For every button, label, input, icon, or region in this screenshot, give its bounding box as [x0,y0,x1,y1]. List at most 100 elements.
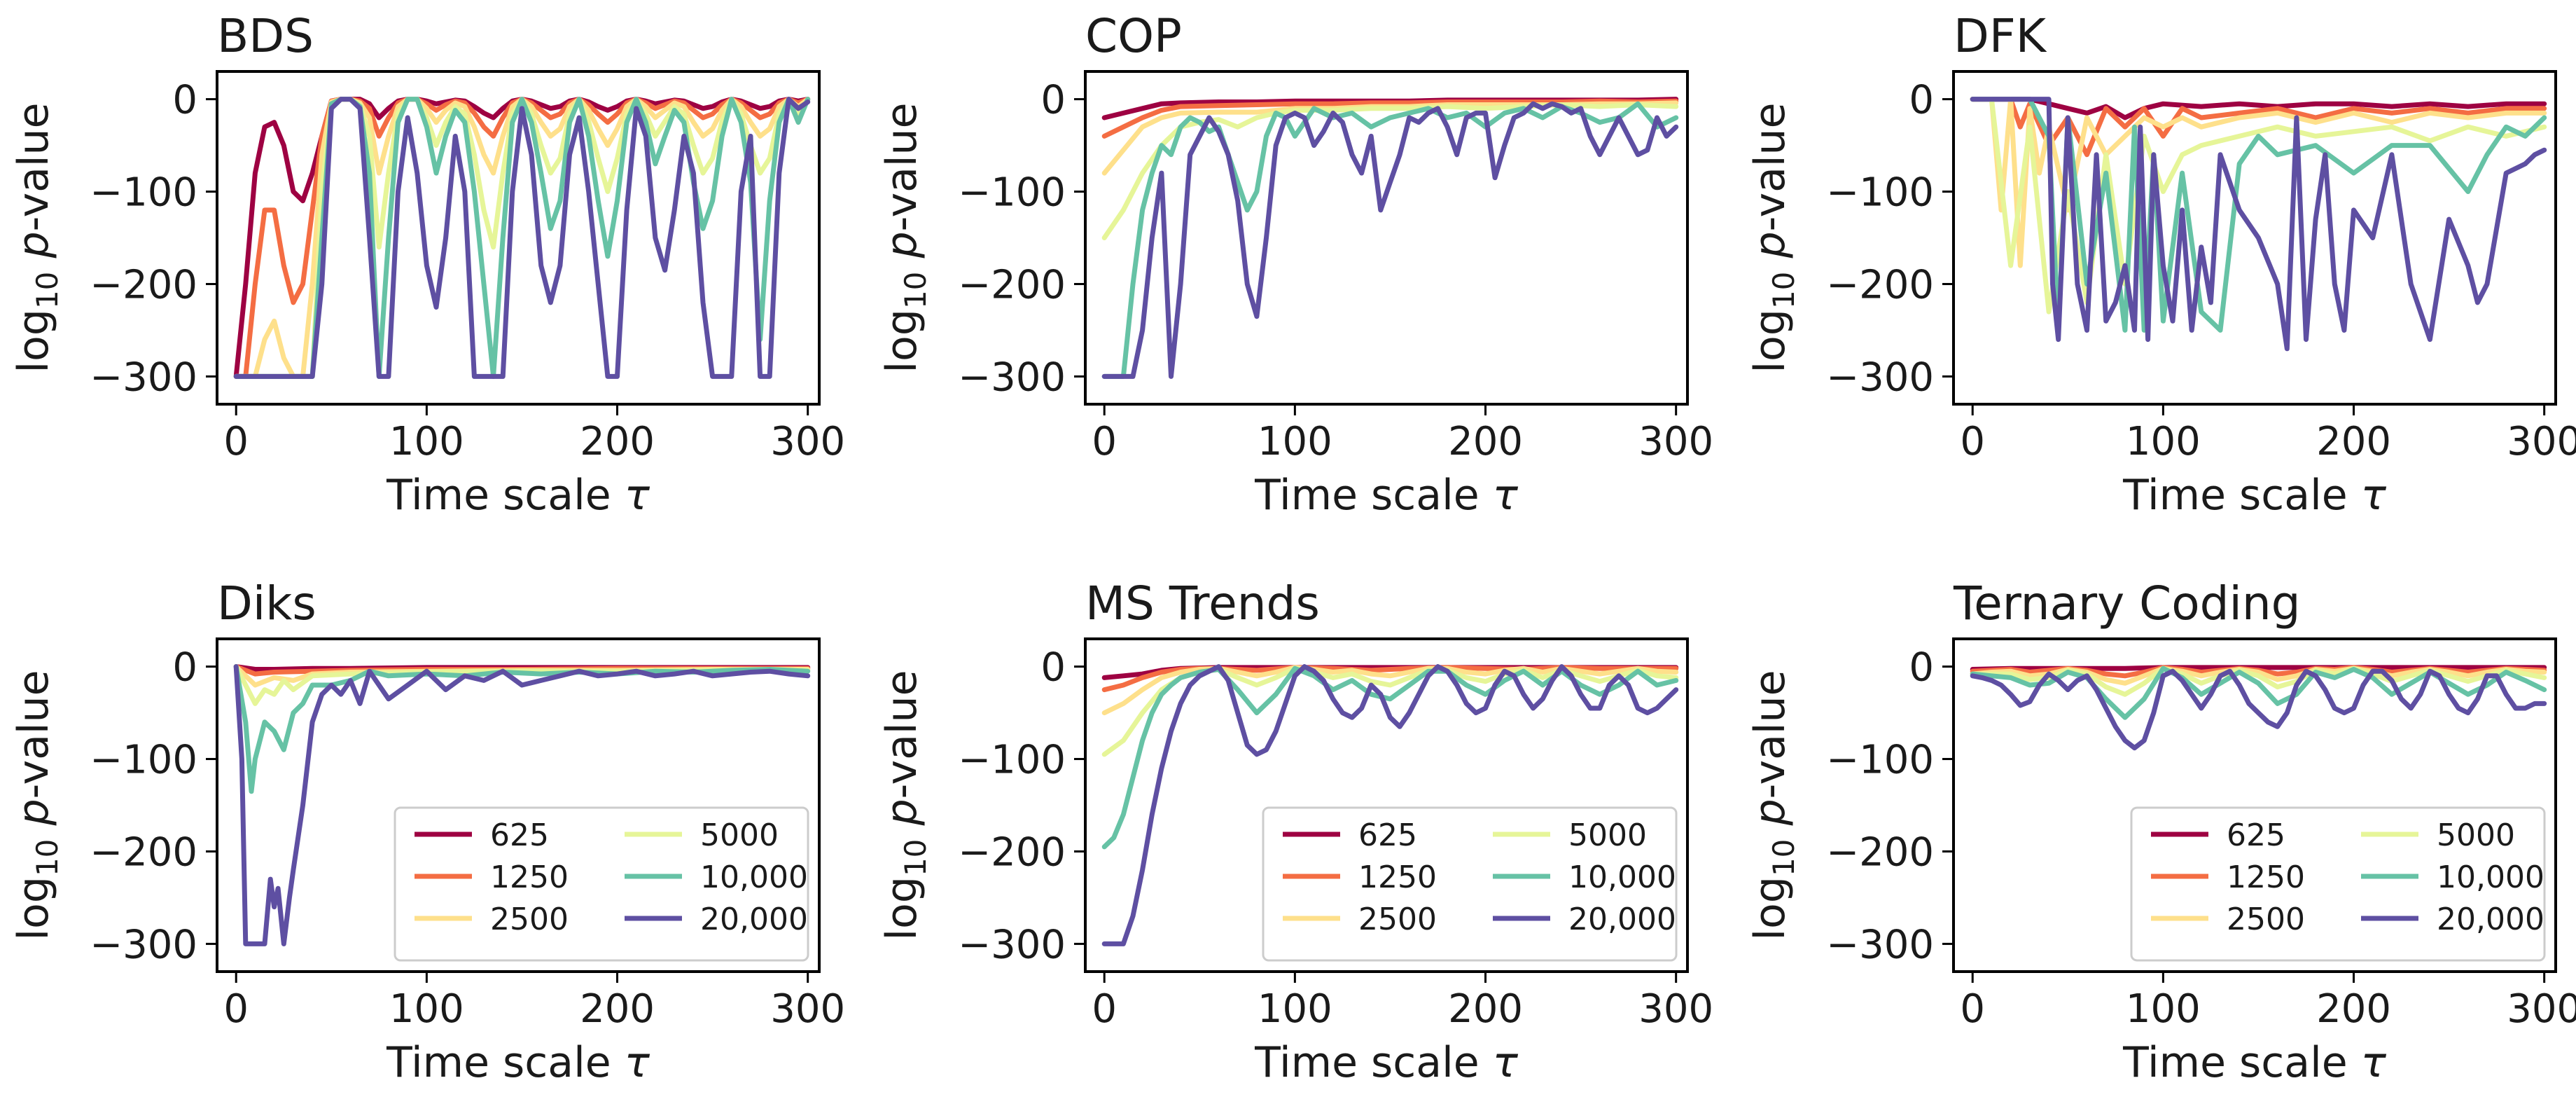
y-tick-label: 0 [1909,645,1934,691]
subplot-6: 0 100 200 300 0 −100 −200 −300 Ternary Coding Tim… [1746,577,2576,1087]
subplot-title: Diks [217,577,316,630]
legend-label: 20,000 [2437,902,2544,937]
legend-label: 5000 [700,817,779,853]
legend-box [1262,806,1678,962]
x-axis-label: Time scale τ [1254,1038,1519,1087]
x-tick-label: 300 [2507,419,2576,464]
x-tick-label: 200 [580,986,655,1032]
x-tick-label: 0 [1092,419,1117,464]
y-tick-label: 0 [1909,78,1934,123]
y-axis-label: log10 p-value [9,670,64,940]
y-tick-label: −300 [1826,922,1934,967]
y-tick-label: −200 [1826,262,1934,308]
subplot-title: DFK [1954,9,2047,63]
x-axis-label: Time scale τ [1254,471,1519,520]
y-tick-label: −200 [90,262,197,308]
y-axis-label: log10 p-value [1746,670,1801,940]
y-axis-label: log10 p-value [877,102,933,373]
x-tick-label: 0 [223,986,249,1032]
y-tick-label: −100 [1826,170,1934,216]
legend-label: 2500 [2227,902,2305,937]
x-tick-label: 100 [2126,419,2201,464]
series-line-20000 [1101,664,1679,946]
legend-label: 10,000 [2437,860,2544,895]
y-tick-label: −100 [1826,738,1934,783]
series-lines [233,664,811,946]
x-tick-label: 200 [580,419,655,464]
y-tick-label: −100 [958,170,1066,216]
x-tick-label: 300 [1638,419,1713,464]
x-tick-label: 0 [223,419,249,464]
legend-label: 10,000 [700,860,808,895]
y-tick-label: −100 [90,170,197,216]
x-axis-label: Time scale τ [2122,1038,2387,1087]
y-axis-label: log10 p-value [1746,102,1801,373]
x-tick-label: 100 [1258,986,1332,1032]
x-tick-label: 100 [2126,986,2201,1032]
series-line-10000 [1101,101,1679,379]
y-tick-label: −200 [958,262,1066,308]
series-lines [233,97,811,379]
legend-label: 1250 [1358,860,1437,895]
series-lines [1101,97,1679,379]
series-line-5000 [1970,97,2547,315]
series-line-1250 [1970,97,2547,158]
x-axis-label: Time scale τ [386,1038,650,1087]
subplot-title: COP [1085,9,1182,63]
y-tick-label: −200 [90,829,197,875]
legend-label: 625 [1358,817,1417,853]
legend-label: 20,000 [1568,902,1676,937]
axes-frame [1084,637,1689,973]
x-axis-label: Time scale τ [2122,471,2387,520]
axes-frame [216,637,821,973]
legend-label: 10,000 [1568,860,1676,895]
legend-box [394,806,809,962]
series-line-20000 [1101,101,1679,379]
y-tick-label: −200 [958,829,1066,875]
legend-label: 2500 [1358,902,1437,937]
y-axis-label: log10 p-value [877,670,933,940]
x-tick-label: 300 [770,419,845,464]
series-line-2500 [1970,97,2547,268]
x-tick-label: 200 [1448,419,1523,464]
subplot-2: 0 100 200 300 0 −100 −200 −300 COP Time scale τ lo… [877,9,1713,520]
series-line-10000 [1970,97,2547,333]
x-tick-label: 100 [1258,419,1332,464]
y-tick-label: −300 [90,922,197,967]
axes-frame [1952,637,2557,973]
legend-box [2130,806,2546,962]
x-axis-label: Time scale τ [386,471,650,520]
y-tick-label: 0 [1040,645,1066,691]
y-tick-label: −300 [958,354,1066,400]
y-tick-label: 0 [1040,78,1066,123]
x-tick-label: 0 [1960,986,1985,1032]
subplot-5: 0 100 200 300 0 −100 −200 −300 MS Trends Time sca… [877,577,1713,1087]
legend-label: 5000 [2437,817,2515,853]
series-line-20000 [233,97,811,379]
y-tick-label: −300 [958,922,1066,967]
y-tick-label: 0 [172,78,197,123]
legend-label: 1250 [490,860,569,895]
x-tick-label: 200 [2316,419,2391,464]
x-tick-label: 300 [2507,986,2576,1032]
legend-label: 2500 [490,902,569,937]
y-tick-label: −100 [90,738,197,783]
legend: 625 1250 2500 5000 10,000 20,000 [394,806,809,962]
x-tick-label: 200 [1448,986,1523,1032]
subplot-title: Ternary Coding [1953,577,2301,630]
subplot-title: MS Trends [1085,577,1320,630]
x-tick-label: 100 [389,986,464,1032]
subplot-3: 0 100 200 300 0 −100 −200 −300 DFK Time scale τ lo… [1746,9,2576,520]
subplot-4: 0 100 200 300 0 −100 −200 −300 Diks Time scale τ l… [9,577,845,1087]
legend: 625 1250 2500 5000 10,000 20,000 [1262,806,1678,962]
x-tick-label: 0 [1092,986,1117,1032]
y-tick-label: 0 [172,645,197,691]
x-tick-label: 0 [1960,419,1985,464]
series-line-1250 [1101,98,1679,139]
legend-label: 625 [2227,817,2285,853]
series-line-20000 [233,664,811,946]
series-line-2500 [1101,665,1679,716]
legend-label: 20,000 [700,902,808,937]
axes-frame [216,70,821,406]
legend: 625 1250 2500 5000 10,000 20,000 [2130,806,2546,962]
